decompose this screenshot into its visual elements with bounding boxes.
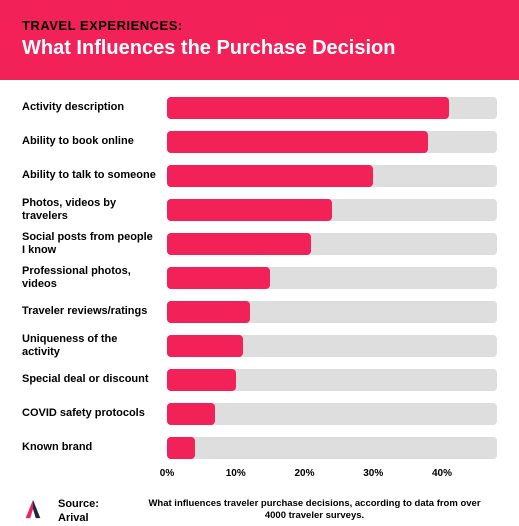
bar-label: Professional photos, videos [22,265,167,291]
chart-row: Known brand [22,434,497,462]
axis-tick: 0% [160,468,174,479]
bar-fill [167,335,243,357]
bar-track [167,403,497,425]
chart-row: Professional photos, videos [22,264,497,292]
logo-right-shape [33,500,40,518]
bar-label: Ability to talk to someone [22,169,167,182]
bar-label: Traveler reviews/ratings [22,305,167,318]
bar-track [167,233,497,255]
bar-label: Known brand [22,441,167,454]
chart-row: Ability to book online [22,128,497,156]
chart-row: Uniqueness of the activity [22,332,497,360]
axis-tick: 40% [432,468,452,479]
arival-logo-icon [22,498,44,520]
bar-fill [167,301,250,323]
bar-track [167,97,497,119]
bar-label: COVID safety protocols [22,407,167,420]
header-kicker: TRAVEL EXPERIENCES: [22,18,497,33]
axis-tick: 30% [363,468,383,479]
bar-fill [167,403,215,425]
chart-row: Social posts from people I know [22,230,497,258]
bar-label: Photos, videos by travelers [22,197,167,223]
chart-row: Traveler reviews/ratings [22,298,497,326]
bar-track [167,131,497,153]
chart-row: Ability to talk to someone [22,162,497,190]
source-label: Source: [58,498,118,512]
bar-track [167,437,497,459]
bar-label: Activity description [22,101,167,114]
bar-label: Special deal or discount [22,373,167,386]
bar-track [167,267,497,289]
bar-fill [167,165,373,187]
header-banner: TRAVEL EXPERIENCES: What Influences the … [0,0,519,80]
bar-fill [167,233,311,255]
header-title: What Influences the Purchase Decision [22,37,497,60]
bar-track [167,165,497,187]
bar-track [167,301,497,323]
chart-row: Special deal or discount [22,366,497,394]
bar-label: Social posts from people I know [22,231,167,257]
bar-fill [167,97,449,119]
bar-label: Ability to book online [22,135,167,148]
bar-track [167,199,497,221]
axis-tick: 20% [294,468,314,479]
bar-track [167,335,497,357]
bar-fill [167,199,332,221]
axis-tick: 10% [226,468,246,479]
footer: Source: Arival What influences traveler … [0,488,519,526]
source-attribution: Source: Arival [58,498,118,526]
x-axis: 0%10%20%30%40% [167,468,497,488]
bar-track [167,369,497,391]
bar-fill [167,131,428,153]
bar-fill [167,267,270,289]
bar-fill [167,437,195,459]
chart-row: Photos, videos by travelers [22,196,497,224]
bar-chart: Activity description Ability to book onli… [0,80,519,488]
chart-row: Activity description [22,94,497,122]
logo-left-shape [26,500,33,518]
chart-row: COVID safety protocols [22,400,497,428]
bar-label: Uniqueness of the activity [22,333,167,359]
bar-fill [167,369,236,391]
